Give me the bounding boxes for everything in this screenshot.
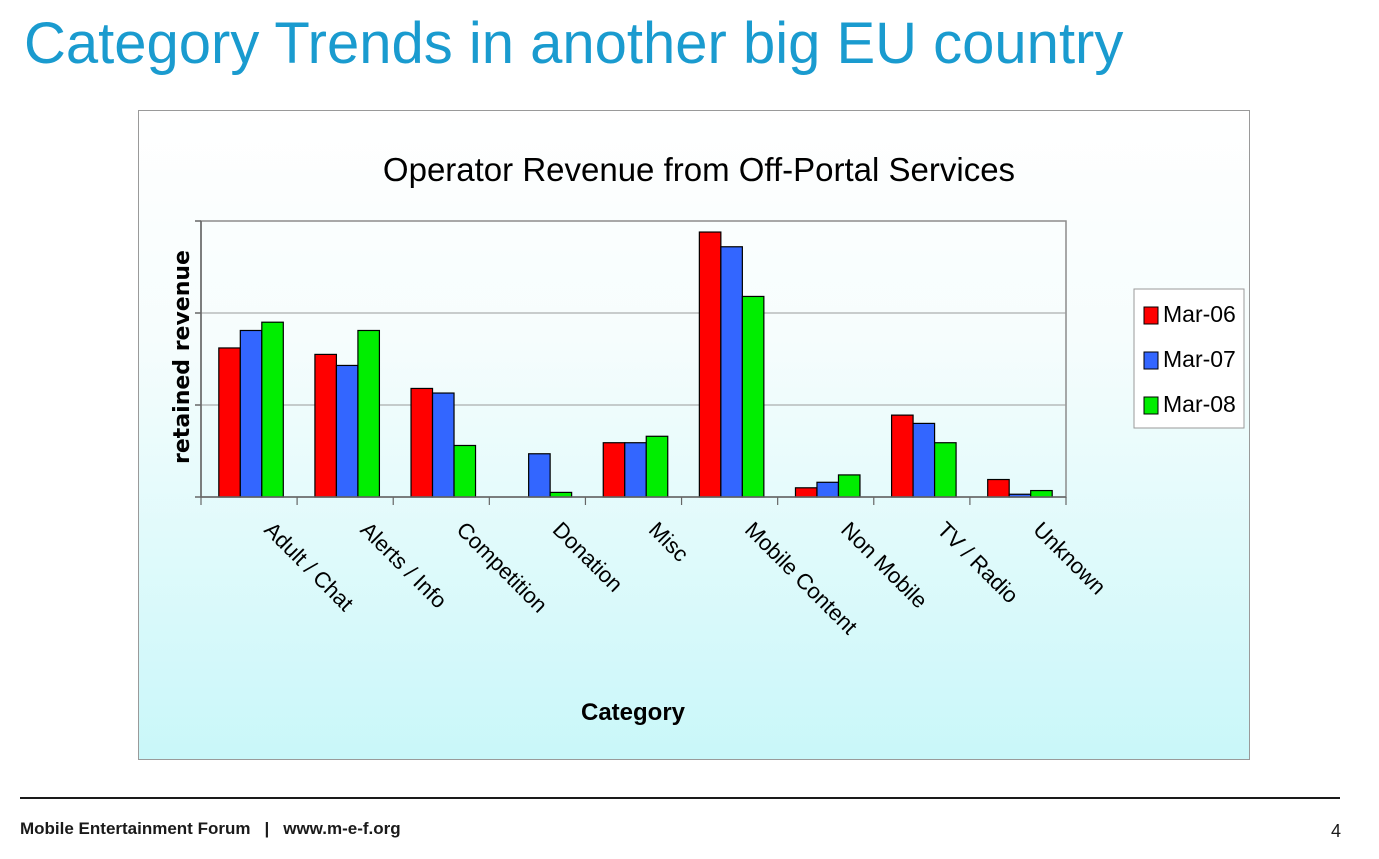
footer-website-link[interactable]: www.m-e-f.org	[283, 819, 401, 838]
bar-mar-08-7	[837, 474, 861, 498]
bar-mar-07-7	[816, 481, 840, 498]
bar-mar-08-6	[741, 295, 765, 498]
bar-mar-07-2	[335, 364, 359, 498]
bar-chart: Operator Revenue from Off-Portal Service…	[170, 151, 1245, 726]
bar-mar-08-9	[1030, 489, 1053, 498]
x-tick-label: TV / Radio	[932, 517, 1023, 608]
x-tick-label: Non Mobile	[836, 517, 932, 613]
x-tick-label: Donation	[548, 517, 628, 597]
bar-mar-06-5	[602, 442, 626, 498]
x-tick-label: Misc	[644, 517, 694, 567]
bar-mar-06-6	[698, 231, 722, 498]
bar-mar-08-3	[453, 444, 477, 498]
bar-mar-07-1	[239, 329, 263, 498]
legend-swatch-mar-07	[1143, 351, 1159, 370]
bar-mar-07-8	[912, 422, 936, 498]
x-tick-label: Unknown	[1028, 517, 1111, 600]
chart-legend: Mar-06 Mar-07 Mar-08	[1133, 288, 1245, 429]
legend-label-mar-06: Mar-06	[1163, 301, 1236, 327]
bar-mar-06-1	[218, 347, 241, 498]
footer-divider	[20, 797, 1340, 799]
legend-swatch-mar-08	[1143, 396, 1159, 415]
bar-mar-06-3	[410, 387, 434, 498]
x-tick-label: Adult / Chat	[260, 517, 359, 616]
bar-mar-07-5	[624, 442, 647, 498]
bar-mar-08-8	[933, 442, 957, 498]
x-tick-label: Competition	[452, 517, 553, 618]
y-axis-label: retained revenue	[170, 250, 195, 464]
chart-title: Operator Revenue from Off-Portal Service…	[383, 151, 1015, 188]
legend-label-mar-08: Mar-08	[1163, 391, 1236, 417]
bar-mar-08-1	[261, 321, 284, 498]
bar-mar-08-5	[645, 435, 669, 498]
bar-mar-06-9	[987, 478, 1010, 498]
bar-mar-06-7	[794, 487, 818, 498]
bar-mar-07-4	[528, 453, 551, 498]
chart-area: Operator Revenue from Off-Portal Service…	[138, 110, 1250, 760]
x-axis-label: Category	[581, 699, 686, 726]
footer-separator: |	[264, 819, 270, 838]
bar-mar-06-8	[890, 414, 914, 498]
x-tick-label: Alerts / Info	[356, 517, 452, 613]
legend-label-mar-07: Mar-07	[1163, 346, 1236, 372]
bar-mar-07-3	[431, 392, 455, 498]
slide-title: Category Trends in another big EU countr…	[24, 11, 1124, 76]
footer: Mobile Entertainment Forum | www.m-e-f.org	[20, 819, 401, 839]
page-number: 4	[1330, 821, 1341, 841]
legend-swatch-mar-06	[1143, 306, 1159, 325]
footer-organization: Mobile Entertainment Forum	[20, 819, 251, 838]
bar-mar-08-2	[357, 329, 381, 498]
bar-mar-07-6	[720, 246, 743, 498]
bar-mar-06-2	[314, 353, 338, 498]
